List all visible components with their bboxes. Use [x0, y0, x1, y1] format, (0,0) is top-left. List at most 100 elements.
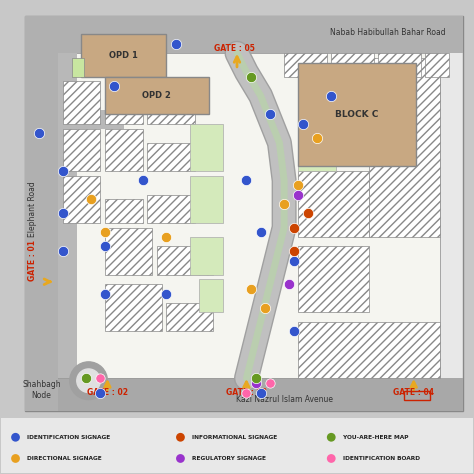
Text: INFORMATIONAL SIGNAGE: INFORMATIONAL SIGNAGE	[192, 435, 277, 440]
Point	[280, 200, 288, 208]
Text: Shahbagh
Node: Shahbagh Node	[22, 381, 61, 400]
Point	[101, 243, 109, 250]
Bar	[82, 35, 166, 77]
Point	[59, 247, 66, 255]
Text: GATE : 03: GATE : 03	[226, 388, 267, 397]
Text: Nabab Habibullah Bahar Road: Nabab Habibullah Bahar Road	[330, 27, 446, 36]
Bar	[25, 16, 463, 53]
Bar	[298, 143, 336, 171]
Point	[328, 92, 335, 100]
Point	[328, 434, 335, 441]
Point	[266, 379, 274, 387]
Point	[12, 455, 19, 462]
Circle shape	[70, 362, 108, 400]
Point	[247, 285, 255, 292]
Point	[163, 290, 170, 297]
Bar	[105, 284, 162, 331]
Point	[252, 374, 260, 382]
Point	[247, 73, 255, 81]
Point	[172, 40, 180, 47]
Text: YOU-ARE-HERE MAP: YOU-ARE-HERE MAP	[343, 435, 409, 440]
Bar	[298, 322, 439, 378]
Text: Elephant Road: Elephant Road	[27, 181, 36, 237]
Point	[294, 191, 302, 199]
Point	[97, 389, 104, 396]
Bar	[63, 128, 100, 171]
Point	[101, 290, 109, 297]
Point	[177, 455, 184, 462]
Point	[290, 247, 297, 255]
Text: GATE : 04: GATE : 04	[393, 388, 434, 397]
Point	[257, 389, 264, 396]
Point	[139, 177, 146, 184]
Text: DIRECTIONAL SIGNAGE: DIRECTIONAL SIGNAGE	[27, 456, 102, 461]
Point	[290, 328, 297, 335]
Bar	[105, 128, 143, 171]
Circle shape	[77, 369, 100, 392]
Point	[163, 233, 170, 241]
Bar	[369, 58, 439, 237]
Bar	[25, 16, 463, 411]
Point	[59, 210, 66, 217]
Bar	[63, 176, 100, 223]
Bar	[284, 53, 327, 77]
Bar	[426, 53, 449, 77]
Point	[59, 167, 66, 175]
Point	[285, 280, 292, 288]
Point	[12, 434, 19, 441]
Text: IDENTIFICATION SIGNAGE: IDENTIFICATION SIGNAGE	[27, 435, 110, 440]
Text: OPD 2: OPD 2	[143, 91, 171, 100]
Point	[266, 111, 274, 118]
Point	[257, 228, 264, 236]
Bar	[147, 195, 195, 223]
Bar	[105, 228, 152, 275]
Bar	[58, 53, 439, 378]
Point	[290, 224, 297, 231]
Point	[299, 120, 307, 128]
Point	[87, 195, 95, 203]
Bar	[72, 58, 84, 77]
Bar	[58, 110, 124, 128]
Point	[304, 210, 311, 217]
Text: IDENTIFICATION BOARD: IDENTIFICATION BOARD	[343, 456, 420, 461]
Point	[243, 389, 250, 396]
Bar	[105, 77, 209, 115]
Text: GATE : 01: GATE : 01	[27, 240, 36, 282]
Point	[262, 304, 269, 311]
Bar	[1, 419, 473, 473]
Bar	[331, 53, 374, 77]
Point	[252, 379, 260, 387]
Bar	[166, 303, 213, 331]
Point	[97, 374, 104, 382]
Bar	[105, 199, 143, 223]
Bar	[190, 124, 223, 171]
Bar	[298, 246, 369, 312]
Bar	[147, 96, 195, 124]
Text: OPD 1: OPD 1	[109, 51, 138, 60]
Point	[101, 228, 109, 236]
Bar	[25, 378, 463, 411]
Point	[243, 177, 250, 184]
Point	[35, 129, 43, 137]
Point	[82, 374, 90, 382]
Bar	[157, 246, 213, 275]
Point	[290, 257, 297, 264]
Bar	[190, 176, 223, 223]
Text: Kazi Nazrul Islam Avenue: Kazi Nazrul Islam Avenue	[236, 395, 333, 404]
Bar	[378, 53, 421, 77]
Point	[328, 455, 335, 462]
Point	[313, 134, 321, 142]
Text: REGULATORY SIGNAGE: REGULATORY SIGNAGE	[192, 456, 266, 461]
Bar	[147, 143, 195, 171]
Point	[111, 82, 118, 90]
Bar	[199, 279, 223, 312]
Text: BLOCK C: BLOCK C	[336, 110, 379, 119]
Bar	[25, 16, 58, 411]
Bar	[105, 96, 143, 124]
Bar	[404, 391, 430, 400]
Bar	[190, 237, 223, 275]
Bar	[298, 63, 416, 166]
Bar	[298, 171, 369, 237]
Point	[177, 434, 184, 441]
Bar	[63, 82, 100, 124]
